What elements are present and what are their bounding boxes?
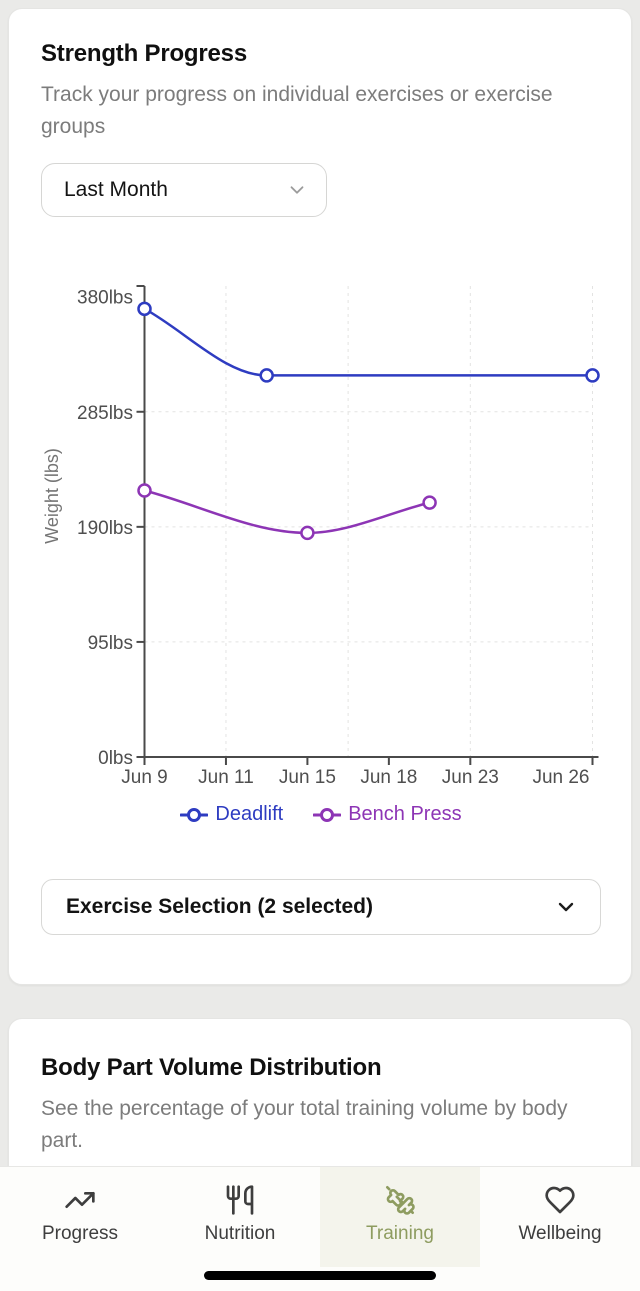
bottom-tab-bar: Progress Nutrition bbox=[0, 1166, 640, 1291]
chevron-down-icon bbox=[554, 895, 578, 919]
time-range-value: Last Month bbox=[64, 178, 168, 201]
svg-text:95lbs: 95lbs bbox=[88, 633, 133, 654]
active-tab-highlight bbox=[320, 1167, 480, 1267]
svg-text:285lbs: 285lbs bbox=[77, 403, 133, 424]
exercise-selection-button[interactable]: Exercise Selection (2 selected) bbox=[41, 879, 601, 935]
line-marker-icon bbox=[180, 807, 209, 822]
tab-label: Training bbox=[366, 1223, 434, 1244]
tab-label: Wellbeing bbox=[518, 1223, 602, 1244]
home-indicator[interactable] bbox=[204, 1271, 436, 1280]
svg-text:190lbs: 190lbs bbox=[77, 518, 133, 539]
svg-text:Jun 26: Jun 26 bbox=[532, 767, 589, 788]
exercise-selection-label: Exercise Selection (2 selected) bbox=[66, 895, 373, 918]
tab-wellbeing[interactable]: Wellbeing bbox=[480, 1167, 640, 1245]
tab-nutrition[interactable]: Nutrition bbox=[160, 1167, 320, 1245]
tab-training[interactable]: Training bbox=[320, 1167, 480, 1245]
chevron-down-icon bbox=[286, 179, 308, 201]
legend-label: Deadlift bbox=[215, 803, 284, 825]
strength-card-subtitle: Track your progress on individual exerci… bbox=[41, 83, 553, 138]
tab-label: Progress bbox=[41, 1223, 119, 1244]
utensils-icon bbox=[224, 1183, 256, 1217]
svg-text:0lbs: 0lbs bbox=[98, 748, 133, 769]
legend-item-bench-press: Bench Press bbox=[313, 803, 462, 826]
body-part-card-title: Body Part Volume Distribution bbox=[41, 1054, 382, 1081]
trending-up-icon bbox=[64, 1183, 96, 1217]
body-part-card-subtitle: See the percentage of your total trainin… bbox=[41, 1097, 568, 1152]
time-range-select[interactable]: Last Month bbox=[41, 163, 327, 217]
svg-text:380lbs: 380lbs bbox=[77, 288, 133, 309]
dumbbell-icon bbox=[384, 1183, 416, 1217]
strength-card-title: Strength Progress bbox=[41, 40, 247, 67]
tab-progress[interactable]: Progress bbox=[0, 1167, 160, 1245]
svg-text:Jun 18: Jun 18 bbox=[360, 767, 417, 788]
strength-line-chart: 0lbs 95lbs 190lbs 285lbs 380lbs Jun 9 Jun 11 Ju… bbox=[42, 285, 600, 788]
svg-text:Jun 11: Jun 11 bbox=[198, 767, 254, 788]
heart-icon bbox=[544, 1183, 576, 1217]
svg-text:Weight (lbs): Weight (lbs) bbox=[42, 448, 62, 544]
line-marker-icon bbox=[313, 807, 342, 822]
legend-item-deadlift: Deadlift bbox=[180, 803, 283, 826]
chart-legend: Deadlift Bench Press bbox=[9, 803, 633, 826]
svg-text:Jun 23: Jun 23 bbox=[442, 767, 499, 788]
legend-label: Bench Press bbox=[348, 803, 462, 825]
svg-text:Jun 15: Jun 15 bbox=[279, 767, 336, 788]
svg-text:Jun 9: Jun 9 bbox=[121, 767, 167, 788]
tab-label: Nutrition bbox=[204, 1223, 276, 1244]
strength-progress-card: Strength Progress Track your progress on… bbox=[8, 8, 632, 985]
